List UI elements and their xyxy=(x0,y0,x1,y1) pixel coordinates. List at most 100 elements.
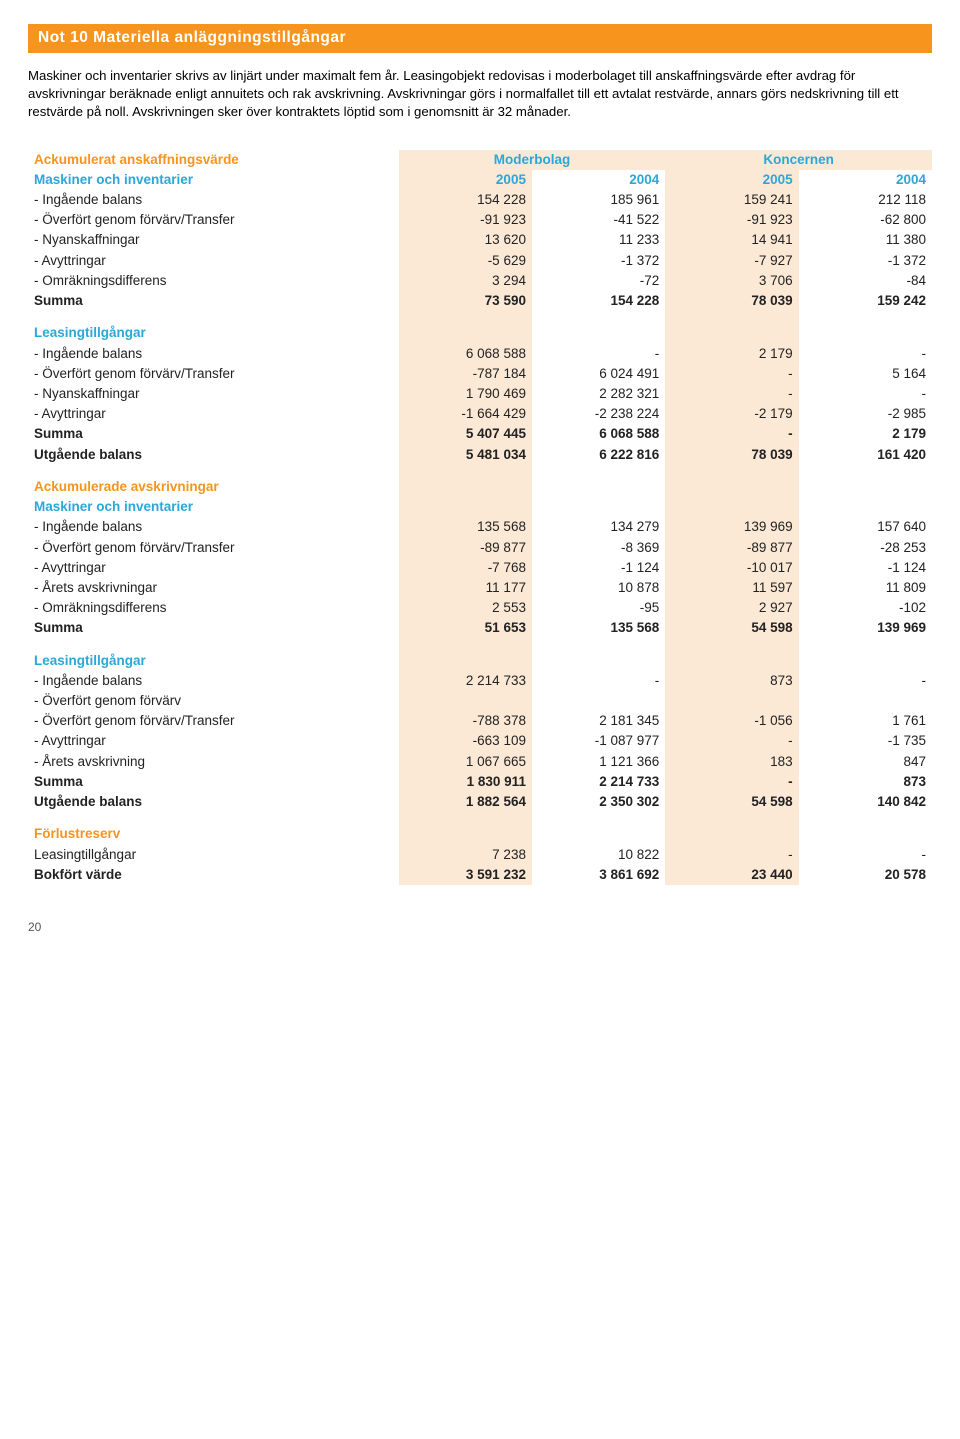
cell: 14 941 xyxy=(665,230,798,250)
table-row: - Överfört genom förvärv/Transfer -89 87… xyxy=(28,538,932,558)
cell: -84 xyxy=(799,271,932,291)
cell: 1 790 469 xyxy=(399,384,532,404)
cell xyxy=(399,691,532,711)
cell: 54 598 xyxy=(665,618,798,638)
cell: 20 578 xyxy=(799,865,932,885)
cell: 78 039 xyxy=(665,291,798,311)
group-header-moderbolag: Moderbolag xyxy=(399,150,666,170)
row-label: - Överfört genom förvärv/Transfer xyxy=(28,364,399,384)
table-row: - Avyttringar -5 629 -1 372 -7 927 -1 37… xyxy=(28,251,932,271)
cell: 139 969 xyxy=(799,618,932,638)
cell: -10 017 xyxy=(665,558,798,578)
cell: 54 598 xyxy=(665,792,798,812)
row-label: - Avyttringar xyxy=(28,251,399,271)
year-2004-a: 2004 xyxy=(532,170,665,190)
cell: 2 214 733 xyxy=(532,772,665,792)
cell: -2 179 xyxy=(665,404,798,424)
table-row: - Nyanskaffningar 1 790 469 2 282 321 - … xyxy=(28,384,932,404)
cell: 157 640 xyxy=(799,517,932,537)
cell: 13 620 xyxy=(399,230,532,250)
note-title: Not 10 Materiella anläggningstillgångar xyxy=(28,24,932,53)
cell: 2 179 xyxy=(665,344,798,364)
row-label: - Årets avskrivningar xyxy=(28,578,399,598)
cell xyxy=(799,691,932,711)
section2-header: Leasingtillgångar xyxy=(28,323,399,343)
cell: - xyxy=(532,344,665,364)
cell: 1 067 665 xyxy=(399,752,532,772)
cell: - xyxy=(532,671,665,691)
table-row: - Avyttringar -7 768 -1 124 -10 017 -1 1… xyxy=(28,558,932,578)
table-row: - Överfört genom förvärv/Transfer -91 92… xyxy=(28,210,932,230)
cell: 1 121 366 xyxy=(532,752,665,772)
cell: - xyxy=(799,845,932,865)
outgoing-row: Utgående balans 5 481 034 6 222 816 78 0… xyxy=(28,445,932,465)
row-label: - Ingående balans xyxy=(28,190,399,210)
cell: 185 961 xyxy=(532,190,665,210)
row-label: - Nyanskaffningar xyxy=(28,384,399,404)
cell: 5 407 445 xyxy=(399,424,532,444)
cell: -1 664 429 xyxy=(399,404,532,424)
financial-table: Ackumulerat anskaffningsvärde Moderbolag… xyxy=(28,150,932,885)
cell: 6 068 588 xyxy=(532,424,665,444)
cell: 183 xyxy=(665,752,798,772)
cell: -1 372 xyxy=(799,251,932,271)
cell: 2 181 345 xyxy=(532,711,665,731)
section4-header: Leasingtillgångar xyxy=(28,651,399,671)
cell: 3 706 xyxy=(665,271,798,291)
row-label: Summa xyxy=(28,618,399,638)
cell: -2 985 xyxy=(799,404,932,424)
cell: 873 xyxy=(799,772,932,792)
cell: 2 927 xyxy=(665,598,798,618)
cell: - xyxy=(665,424,798,444)
row-label: - Ingående balans xyxy=(28,344,399,364)
row-label: Utgående balans xyxy=(28,445,399,465)
cell: -7 927 xyxy=(665,251,798,271)
cell: -5 629 xyxy=(399,251,532,271)
cell: 140 842 xyxy=(799,792,932,812)
book-value-row: Bokfört värde 3 591 232 3 861 692 23 440… xyxy=(28,865,932,885)
row-label: - Omräkningsdifferens xyxy=(28,598,399,618)
cell: 5 164 xyxy=(799,364,932,384)
cell: 161 420 xyxy=(799,445,932,465)
sum-row: Summa 73 590 154 228 78 039 159 242 xyxy=(28,291,932,311)
cell: 1 882 564 xyxy=(399,792,532,812)
cell: 2 179 xyxy=(799,424,932,444)
cell: 139 969 xyxy=(665,517,798,537)
row-label: Leasingtillgångar xyxy=(28,845,399,865)
cell: 2 350 302 xyxy=(532,792,665,812)
row-label: Summa xyxy=(28,424,399,444)
cell: 11 177 xyxy=(399,578,532,598)
row-label: Summa xyxy=(28,772,399,792)
cell xyxy=(665,691,798,711)
cell: -787 184 xyxy=(399,364,532,384)
cell: -2 238 224 xyxy=(532,404,665,424)
cell: -1 735 xyxy=(799,731,932,751)
cell: 73 590 xyxy=(399,291,532,311)
cell: 1 830 911 xyxy=(399,772,532,792)
table-row: - Årets avskrivningar 11 177 10 878 11 5… xyxy=(28,578,932,598)
row-label: - Ingående balans xyxy=(28,517,399,537)
cell: 11 809 xyxy=(799,578,932,598)
cell: -1 372 xyxy=(532,251,665,271)
cell: 2 553 xyxy=(399,598,532,618)
cell: -8 369 xyxy=(532,538,665,558)
table-row: - Avyttringar -663 109 -1 087 977 - -1 7… xyxy=(28,731,932,751)
cell: 78 039 xyxy=(665,445,798,465)
section5-header: Förlustreserv xyxy=(28,824,399,844)
cell: 1 761 xyxy=(799,711,932,731)
cell: -91 923 xyxy=(399,210,532,230)
cell xyxy=(532,691,665,711)
cell: - xyxy=(799,671,932,691)
table-row: - Ingående balans 6 068 588 - 2 179 - xyxy=(28,344,932,364)
cell: 3 861 692 xyxy=(532,865,665,885)
cell: - xyxy=(665,845,798,865)
table-row: - Avyttringar -1 664 429 -2 238 224 -2 1… xyxy=(28,404,932,424)
row-label: - Omräkningsdifferens xyxy=(28,271,399,291)
cell: -41 522 xyxy=(532,210,665,230)
outgoing-row: Utgående balans 1 882 564 2 350 302 54 5… xyxy=(28,792,932,812)
cell: -72 xyxy=(532,271,665,291)
cell: 135 568 xyxy=(399,517,532,537)
sum-row: Summa 5 407 445 6 068 588 - 2 179 xyxy=(28,424,932,444)
cell: 11 597 xyxy=(665,578,798,598)
row-label: - Nyanskaffningar xyxy=(28,230,399,250)
